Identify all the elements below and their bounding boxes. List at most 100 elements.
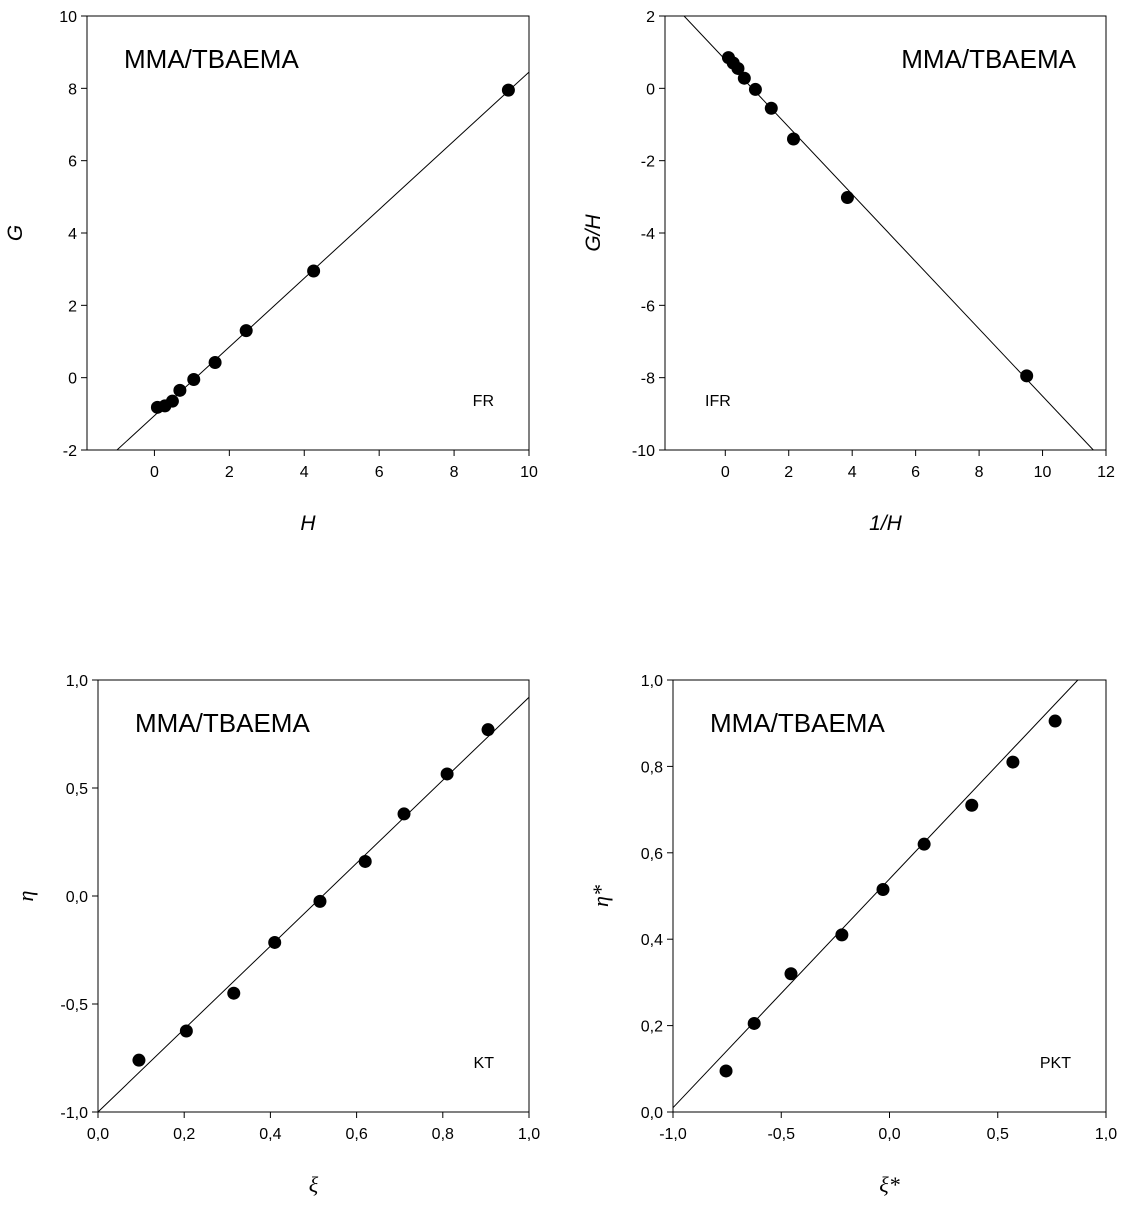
panel-kt: 0,0 0,2 0,4 0,6 0,8 1,0 -1,0 -0,5 0,0 0,5 1,0 ξ η MMA… (13, 673, 540, 1197)
y-tick-label: -6 (641, 298, 655, 315)
y-tick-label: 2 (646, 9, 655, 26)
data-point (187, 372, 201, 386)
data-point (268, 935, 282, 949)
method-label: IFR (705, 393, 731, 410)
x-tick-label: 8 (450, 464, 459, 481)
data-point (208, 355, 222, 369)
panel-fr: 0 2 4 6 8 10 -2 0 2 4 6 8 10 H G MMA/TBAEMA FR (4, 9, 538, 535)
x-tick-label: 2 (784, 464, 793, 481)
data-point (239, 324, 253, 338)
plot-frame (97, 679, 530, 1113)
x-tick-label: 6 (375, 464, 384, 481)
data-point (719, 1064, 733, 1078)
x-tick-label: 0,6 (345, 1126, 367, 1143)
y-tick-label: 4 (68, 226, 77, 243)
method-label: KT (474, 1055, 495, 1072)
y-tick-label: -1,0 (60, 1105, 88, 1122)
data-point (840, 191, 854, 205)
data-point (1020, 369, 1034, 383)
system-label: MMA/TBAEMA (901, 44, 1076, 74)
x-tick-label: 10 (520, 464, 538, 481)
x-tick-label: 0,4 (259, 1126, 281, 1143)
y-tick-label: 10 (59, 9, 77, 26)
system-label: MMA/TBAEMA (710, 708, 885, 738)
x-tick-label: -1,0 (659, 1126, 687, 1143)
y-tick-label: 6 (68, 154, 77, 171)
y-axis-label: G/H (582, 214, 605, 252)
x-tick-label: 0,2 (173, 1126, 195, 1143)
y-tick-label: -2 (63, 443, 77, 460)
data-point (786, 132, 800, 146)
x-tick-label: 2 (225, 464, 234, 481)
y-axis-label: η* (588, 885, 613, 907)
data-point (173, 383, 187, 397)
fit-line (673, 680, 1079, 1109)
data-point (835, 928, 849, 942)
x-tick-label: 0,8 (432, 1126, 454, 1143)
plot-frame (86, 15, 530, 451)
x-tick-label: 10 (1034, 464, 1052, 481)
data-point (397, 807, 411, 821)
x-axis-label: 1/H (869, 512, 903, 535)
data-point (737, 71, 751, 85)
y-tick-label: -0,5 (60, 997, 88, 1014)
data-point (179, 1024, 193, 1038)
data-point (917, 837, 931, 851)
y-axis-label: G (4, 225, 27, 241)
data-point (440, 767, 454, 781)
x-tick-label: 1,0 (518, 1126, 540, 1143)
x-tick-label: 4 (300, 464, 309, 481)
data-point (965, 798, 979, 812)
y-tick-label: 8 (68, 81, 77, 98)
data-point (481, 723, 495, 737)
x-tick-label: 0 (721, 464, 730, 481)
y-tick-label: 0,5 (66, 781, 88, 798)
y-tick-label: 1,0 (66, 673, 88, 690)
fit-line (98, 696, 529, 1112)
data-point (1006, 755, 1020, 769)
y-tick-label: 0,2 (641, 1019, 663, 1036)
data-point (165, 394, 179, 408)
data-point (784, 967, 798, 981)
y-tick-label: 0,4 (641, 932, 663, 949)
x-tick-label: 12 (1097, 464, 1115, 481)
y-tick-label: 0,8 (641, 759, 663, 776)
data-point (748, 82, 762, 96)
data-point (1048, 714, 1062, 728)
y-tick-label: 0,0 (641, 1105, 663, 1122)
y-tick-label: 1,0 (641, 673, 663, 690)
plot-frame (664, 15, 1107, 451)
x-tick-label: 4 (848, 464, 857, 481)
panel-pkt: -1,0 -0,5 0,0 0,5 1,0 0,0 0,2 0,4 0,6 0,8 1,0 ξ* η* M… (588, 673, 1117, 1197)
fit-line (116, 71, 529, 450)
x-axis-label: ξ* (879, 1172, 899, 1197)
x-axis-label: H (300, 512, 316, 535)
y-tick-label: -8 (641, 371, 655, 388)
data-point (358, 854, 372, 868)
x-tick-label: 6 (911, 464, 920, 481)
data-point (764, 101, 778, 115)
data-point (501, 83, 515, 97)
y-tick-label: 2 (68, 298, 77, 315)
data-point (132, 1053, 146, 1067)
data-point (731, 61, 745, 75)
x-tick-label: 0,0 (878, 1126, 900, 1143)
y-tick-label: -4 (641, 226, 655, 243)
panel-ifr: 0 2 4 6 8 10 12 -10 -8 -6 -4 -2 0 2 1/H G/H MMA/TBAEMA IF… (582, 9, 1115, 535)
system-label: MMA/TBAEMA (124, 44, 299, 74)
method-label: FR (473, 393, 494, 410)
x-axis-label: ξ (309, 1172, 319, 1197)
data-point (313, 894, 327, 908)
x-tick-label: 8 (975, 464, 984, 481)
method-label: PKT (1040, 1055, 1071, 1072)
data-point (876, 883, 890, 897)
y-tick-label: -2 (641, 154, 655, 171)
data-point (307, 264, 321, 278)
y-tick-label: 0 (646, 81, 655, 98)
x-tick-label: 0 (150, 464, 159, 481)
y-axis-label: η (13, 891, 38, 902)
x-tick-label: -0,5 (767, 1126, 795, 1143)
y-tick-label: -10 (632, 443, 655, 460)
system-label: MMA/TBAEMA (135, 708, 310, 738)
